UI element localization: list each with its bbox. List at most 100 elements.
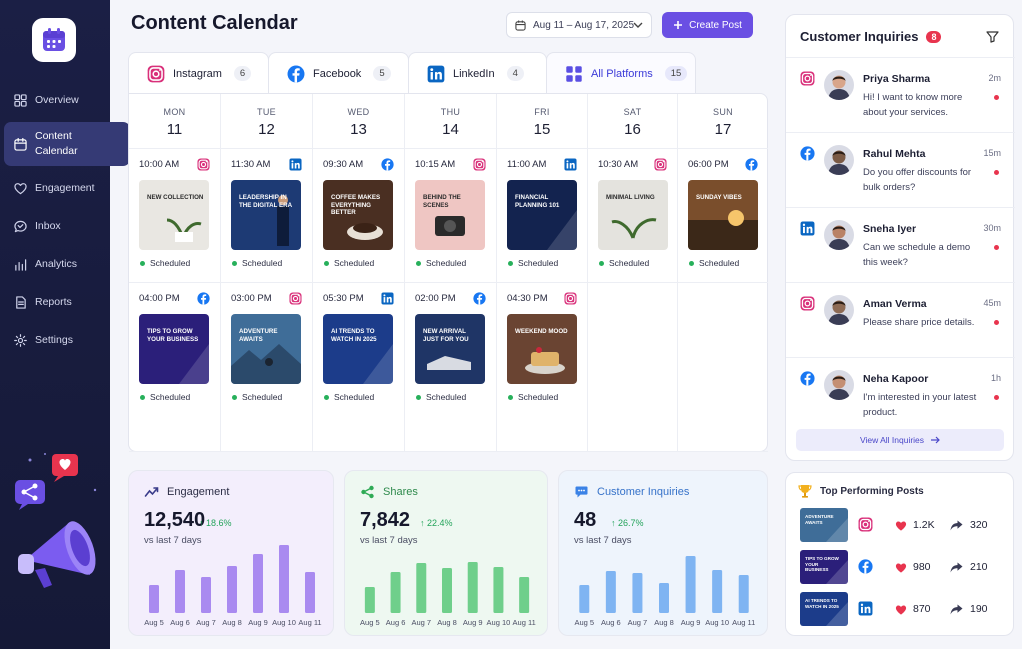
post-thumbnail[interactable]: AI Trends to watch in 2025 xyxy=(323,314,393,384)
instagram-icon xyxy=(564,292,577,305)
unread-dot xyxy=(994,95,999,100)
metric-card-engagement[interactable]: Engagement 12,540 ↑ 18.6% vs last 7 days… xyxy=(128,470,334,636)
post-thumbnail[interactable]: Minimal Living xyxy=(598,180,668,250)
instagram-icon xyxy=(289,292,302,305)
day-header-sat: SAT 16 xyxy=(588,94,678,149)
calendar-post-slot[interactable]: 03:00 PM Adventure awaits Scheduled xyxy=(221,283,313,452)
calendar-post-slot[interactable]: 11:00 AM Financial Planning 101 Schedule… xyxy=(497,149,588,283)
inquiry-message: Please share price details. xyxy=(863,317,975,328)
metric-card-shares[interactable]: Shares 7,842 ↑ 22.4% vs last 7 days Aug … xyxy=(344,470,548,636)
inquiry-item[interactable]: Sneha Iyer Can we schedule a demo this w… xyxy=(786,207,1015,282)
tab-linkedin[interactable]: LinkedIn 4 xyxy=(408,52,547,94)
filter-icon[interactable] xyxy=(986,30,999,43)
calendar-post-slot[interactable]: 10:30 AM Minimal Living Scheduled xyxy=(588,149,678,283)
sidebar-item-overview[interactable]: Overview xyxy=(4,78,130,122)
calendar-post-slot[interactable]: 10:15 AM Behind the scenes Scheduled xyxy=(405,149,497,283)
calendar-post-slot[interactable]: 05:30 PM AI Trends to watch in 2025 Sche… xyxy=(313,283,405,452)
top-post-thumbnail[interactable]: Tips to grow your business xyxy=(800,550,848,584)
metric-card-customer-inquiries[interactable]: Customer Inquiries 48 ↑ 26.7% vs last 7 … xyxy=(558,470,768,636)
inquiry-item[interactable]: Neha Kapoor I'm interested in your lates… xyxy=(786,357,1015,432)
empty-slot[interactable] xyxy=(678,283,768,452)
sidebar-item-inbox[interactable]: Inbox xyxy=(4,204,130,248)
calendar-post-slot[interactable]: 02:00 PM New Arrival just for you Schedu… xyxy=(405,283,497,452)
sidebar-item-content-calendar[interactable]: Content Calendar xyxy=(4,122,130,166)
instagram-icon xyxy=(654,158,667,171)
post-time: 10:15 AM xyxy=(415,159,456,170)
post-status: Scheduled xyxy=(689,258,739,268)
metric-change-value: 18.6% xyxy=(206,518,232,528)
x-tick-label: Aug 7 xyxy=(628,618,648,627)
post-thumbnail[interactable]: Sunday Vibes xyxy=(688,180,758,250)
status-dot xyxy=(324,260,329,266)
top-post-row[interactable]: Tips to grow your business 980 210 xyxy=(800,550,1005,586)
sidebar-item-settings[interactable]: Settings xyxy=(4,318,130,362)
top-post-text: AI Trends to watch in 2025 xyxy=(805,598,839,609)
share-icon xyxy=(361,485,374,499)
linkedin-icon xyxy=(427,65,445,82)
date-range-text: Aug 11 – Aug 17, 2025 xyxy=(533,19,635,31)
x-tick-label: Aug 7 xyxy=(196,618,216,627)
calendar-post-slot[interactable]: 04:30 PM Weekend Mood Scheduled xyxy=(497,283,588,452)
post-status-text: Scheduled xyxy=(150,392,191,402)
app-logo[interactable] xyxy=(32,18,76,62)
tab-facebook[interactable]: Facebook 5 xyxy=(268,52,409,94)
top-post-row[interactable]: Adventure awaits 1.2K 320 xyxy=(800,508,1005,544)
post-thumbnail[interactable]: Weekend Mood xyxy=(507,314,577,384)
post-thumbnail[interactable]: New Collection xyxy=(139,180,209,250)
status-dot xyxy=(232,260,237,266)
metric-bar-chart: Aug 5 Aug 6 Aug 7 Aug 8 Aug 9 Aug 10 Aug 11 xyxy=(360,562,536,627)
post-status-text: Scheduled xyxy=(699,258,740,268)
inquiry-item[interactable]: Aman Verma Please share price details. 4… xyxy=(786,282,1015,357)
sidebar-item-reports[interactable]: Reports xyxy=(4,280,130,324)
tab-count: 15 xyxy=(664,66,688,81)
post-thumbnail[interactable]: Behind the scenes xyxy=(415,180,485,250)
post-time: 05:30 PM xyxy=(323,293,364,304)
bar xyxy=(175,570,185,613)
instagram-icon xyxy=(147,65,165,82)
tab-all[interactable]: All Platforms 15 xyxy=(546,52,696,94)
view-all-inquiries-button[interactable]: View All Inquiries xyxy=(796,429,1004,451)
plus-icon xyxy=(674,21,683,29)
sidebar-item-engagement[interactable]: Engagement xyxy=(4,166,130,210)
top-post-row[interactable]: AI Trends to watch in 2025 870 190 xyxy=(800,592,1005,628)
tab-icon xyxy=(427,65,445,83)
gear-icon xyxy=(14,333,27,347)
create-post-button[interactable]: Create Post xyxy=(662,12,753,38)
inquiry-item[interactable]: Priya Sharma Hi! I want to know more abo… xyxy=(786,57,1015,132)
top-post-thumbnail[interactable]: AI Trends to watch in 2025 xyxy=(800,592,848,626)
bar xyxy=(442,568,452,613)
calendar-post-slot[interactable]: 06:00 PM Sunday Vibes Scheduled xyxy=(678,149,768,283)
bar xyxy=(253,554,263,613)
create-post-label: Create Post xyxy=(689,19,742,31)
calendar-post-slot[interactable]: 04:00 PM Tips to grow your business Sche… xyxy=(129,283,221,452)
metric-change: ↑ 26.7% xyxy=(611,518,644,528)
calendar-post-slot[interactable]: 11:30 AM Leadership in the Digital Era S… xyxy=(221,149,313,283)
heart-icon xyxy=(895,605,907,615)
linkedin-icon xyxy=(858,601,873,616)
metric-header: Shares xyxy=(360,485,418,499)
calendar-post-slot[interactable]: 09:30 AM Coffee makes everything better … xyxy=(313,149,405,283)
post-status: Scheduled xyxy=(324,392,374,402)
sidebar-item-label: Overview xyxy=(35,93,79,106)
inquiry-item[interactable]: Rahul Mehta Do you offer discounts for b… xyxy=(786,132,1015,207)
sidebar-item-analytics[interactable]: Analytics xyxy=(4,242,130,286)
post-thumbnail-text: New Arrival just for you xyxy=(423,328,469,343)
post-thumbnail[interactable]: Financial Planning 101 xyxy=(507,180,577,250)
post-time: 10:00 AM xyxy=(139,159,180,170)
post-thumbnail[interactable]: New Arrival just for you xyxy=(415,314,485,384)
date-range-picker[interactable]: Aug 11 – Aug 17, 2025 xyxy=(506,12,652,38)
post-thumbnail[interactable]: Tips to grow your business xyxy=(139,314,209,384)
inquiry-platform xyxy=(800,71,815,86)
calendar-post-slot[interactable]: 10:00 AM New Collection Scheduled xyxy=(129,149,221,283)
post-thumbnail[interactable]: Coffee makes everything better xyxy=(323,180,393,250)
empty-slot[interactable] xyxy=(588,283,678,452)
top-post-thumbnail[interactable]: Adventure awaits xyxy=(800,508,848,542)
x-tick-label: Aug 9 xyxy=(681,618,701,627)
avatar xyxy=(824,295,854,325)
post-thumbnail[interactable]: Adventure awaits xyxy=(231,314,301,384)
share-arrow-icon xyxy=(950,604,963,614)
top-posts-title: Top Performing Posts xyxy=(820,485,924,497)
x-tick-label: Aug 9 xyxy=(463,618,483,627)
post-thumbnail[interactable]: Leadership in the Digital Era xyxy=(231,180,301,250)
tab-instagram[interactable]: Instagram 6 xyxy=(128,52,269,94)
